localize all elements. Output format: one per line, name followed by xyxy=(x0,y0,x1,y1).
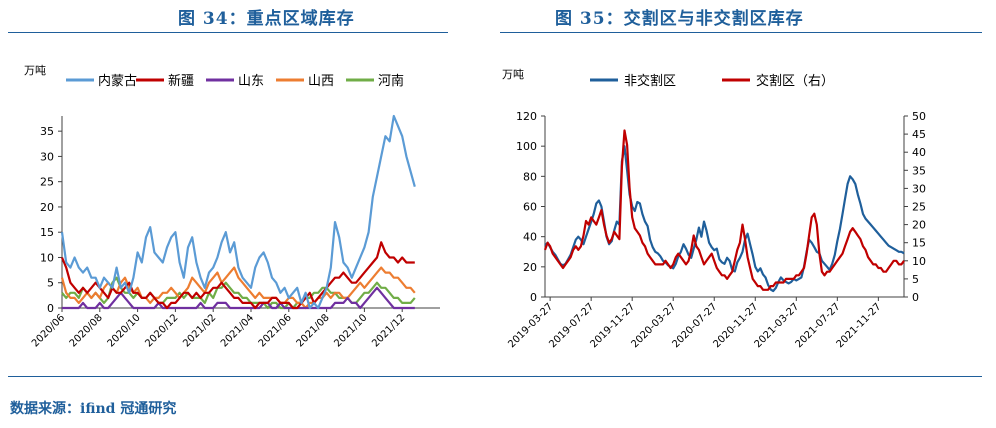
left-legend-label: 山西 xyxy=(308,74,334,89)
right-ly-tick-label: 0 xyxy=(530,291,537,304)
source-note: 数据来源：ifind 冠通研究 xyxy=(10,401,177,417)
left-x-tick-label: 2021/04 xyxy=(219,312,256,349)
left-series-line xyxy=(61,276,416,310)
right-chart-title: 图 35：交割区与非交割区库存 xyxy=(555,9,804,29)
right-legend-label: 非交割区 xyxy=(624,73,676,89)
right-ry-tick-label: 25 xyxy=(912,201,926,214)
left-x-tick-label: 2021/12 xyxy=(370,312,407,349)
right-ly-tick-label: 20 xyxy=(523,261,537,274)
right-ry-tick-label: 40 xyxy=(912,146,926,159)
left-y-tick-label: 5 xyxy=(47,277,54,290)
left-y-tick-label: 35 xyxy=(40,125,54,138)
right-ry-tick-label: 45 xyxy=(912,128,926,141)
left-y-tick-label: 15 xyxy=(40,226,54,239)
left-y-tick-label: 10 xyxy=(40,251,54,264)
left-legend-label: 内蒙古 xyxy=(98,73,137,89)
left-y-tick-label: 0 xyxy=(47,302,54,315)
left-series-line xyxy=(60,241,415,310)
right-legend-label: 交割区（右） xyxy=(756,73,834,89)
right-ly-tick-label: 120 xyxy=(516,110,537,123)
right-ry-tick-label: 15 xyxy=(912,237,926,250)
right-ly-tick-label: 80 xyxy=(523,170,537,183)
right-ry-tick-label: 5 xyxy=(912,273,919,286)
left-legend-label: 山东 xyxy=(238,74,264,89)
left-y-tick-label: 30 xyxy=(40,150,54,163)
left-chart-title: 图 34：重点区域库存 xyxy=(178,9,355,29)
left-legend-label: 河南 xyxy=(378,73,404,89)
right-ry-tick-label: 50 xyxy=(912,110,926,123)
right-ly-tick-label: 60 xyxy=(523,201,537,214)
left-y-tick-label: 20 xyxy=(40,201,54,214)
left-x-tick-label: 2021/06 xyxy=(257,312,294,349)
left-unit-label: 万吨 xyxy=(24,64,46,77)
right-ry-tick-label: 10 xyxy=(912,255,926,268)
left-legend-label: 新疆 xyxy=(168,73,194,89)
right-ry-tick-label: 20 xyxy=(912,219,926,232)
right-unit-label: 万吨 xyxy=(502,68,524,81)
right-ly-tick-label: 100 xyxy=(516,140,537,153)
right-ry-tick-label: 0 xyxy=(912,291,919,304)
left-x-tick-label: 2021/10 xyxy=(332,312,369,349)
left-x-tick-label: 2021/08 xyxy=(295,312,332,349)
footer-rule xyxy=(8,376,982,377)
right-ry-tick-label: 35 xyxy=(912,164,926,177)
left-x-tick-label: 2020/06 xyxy=(30,312,67,349)
left-x-tick-label: 2021/02 xyxy=(181,312,218,349)
right-series-line xyxy=(543,129,905,291)
left-title-rule xyxy=(8,32,448,33)
right-title-rule xyxy=(500,32,982,33)
left-series-line xyxy=(60,114,416,310)
left-y-tick-label: 25 xyxy=(40,176,54,189)
left-x-tick-label: 2020/12 xyxy=(143,312,180,349)
left-x-tick-label: 2020/08 xyxy=(68,312,105,349)
left-x-tick-label: 2020/10 xyxy=(106,312,143,349)
right-ry-tick-label: 30 xyxy=(912,182,926,195)
right-ly-tick-label: 40 xyxy=(523,231,537,244)
